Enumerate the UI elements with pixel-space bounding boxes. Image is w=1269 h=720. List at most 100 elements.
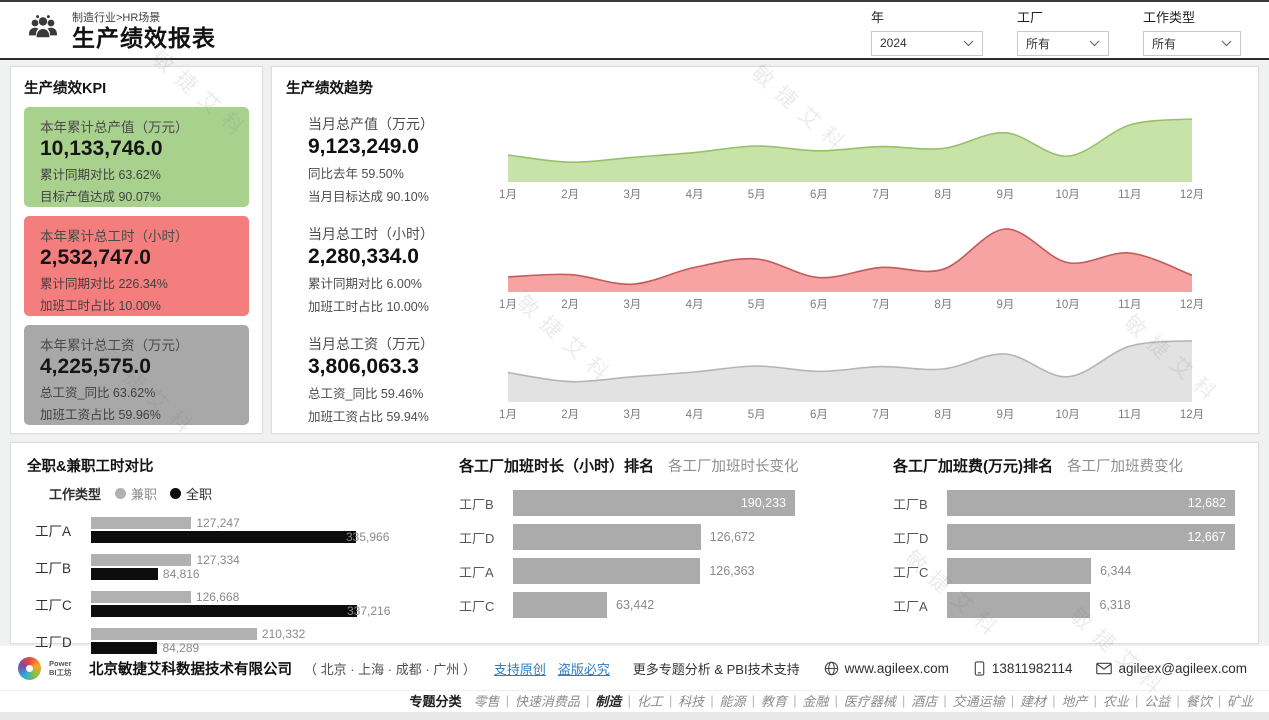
- nav-item-化工[interactable]: 化工: [636, 694, 663, 709]
- nav-item-餐饮[interactable]: 餐饮: [1185, 694, 1212, 709]
- month-label: 2月: [561, 409, 580, 421]
- bar-value-label: 190,233: [740, 496, 786, 510]
- bar-兼职[interactable]: [91, 590, 191, 603]
- nav-item-矿业[interactable]: 矿业: [1226, 694, 1253, 709]
- filter-1: 工厂 所有: [1017, 7, 1109, 56]
- nav-separator: |: [1010, 693, 1014, 708]
- bar-兼职[interactable]: [91, 516, 192, 529]
- nav-item-建材[interactable]: 建材: [1019, 694, 1046, 709]
- nav-item-科技[interactable]: 科技: [678, 694, 705, 709]
- month-label: 9月: [996, 189, 1015, 201]
- nav-item-金融[interactable]: 金融: [802, 694, 829, 709]
- rank-bar-row-工厂B: 工厂B 190,233: [459, 490, 879, 516]
- nav-item-能源[interactable]: 能源: [719, 694, 746, 709]
- bar-全职[interactable]: [91, 604, 357, 617]
- top-row: 生产绩效KPI 本年累计总产值（万元） 10,133,746.0 累计同期对比 63…: [10, 66, 1259, 434]
- nav-item-快速消费品[interactable]: 快速消费品: [514, 694, 580, 709]
- overtime-hours-title-row: 各工厂加班时长（小时）排名 各工厂加班时长变化: [459, 455, 879, 476]
- nav-item-酒店[interactable]: 酒店: [911, 694, 938, 709]
- overtime-hours-toggle-tab[interactable]: 各工厂加班时长变化: [668, 459, 799, 475]
- filter-label: 工作类型: [1143, 9, 1196, 25]
- support-text: 更多专题分析 & PBI技术支持: [632, 661, 800, 677]
- filter-value: 2024: [880, 36, 907, 50]
- trend-area-chart: 1月 2月 3月 4月 5月 6月 7月 8月 9月 10月 11月 12月: [499, 332, 1244, 428]
- nav-separator: |: [834, 693, 838, 708]
- bar-category-label: 工厂B: [35, 560, 72, 576]
- overtime-pay-toggle-tab[interactable]: 各工厂加班费变化: [1067, 459, 1183, 475]
- trend-stat-line2: 加班工时占比 10.00%: [308, 300, 429, 314]
- month-label: 11月: [1118, 409, 1142, 421]
- bar[interactable]: 12,667: [947, 524, 1235, 550]
- filter-label: 工厂: [1017, 9, 1044, 25]
- overtime-hours-title: 各工厂加班时长（小时）排名: [459, 458, 655, 475]
- bar[interactable]: 190,233: [513, 490, 795, 516]
- bar-value-label: 126,672: [709, 530, 755, 544]
- nav-item-公益[interactable]: 公益: [1144, 694, 1171, 709]
- trend-stat-line2: 加班工资占比 59.94%: [308, 410, 429, 424]
- filter-dropdown[interactable]: 所有: [1017, 30, 1109, 56]
- bar-value-label: 126,363: [709, 564, 755, 578]
- bar-row: 127,247: [91, 515, 451, 530]
- bar-value-label: 127,247: [196, 515, 240, 530]
- month-label: 8月: [934, 409, 953, 421]
- nav-item-零售[interactable]: 零售: [473, 694, 500, 709]
- area-chart-svg[interactable]: [508, 222, 1192, 292]
- rank-bar-row-工厂D: 工厂D 12,667: [893, 524, 1240, 550]
- website-contact[interactable]: www.agileex.com: [824, 661, 949, 676]
- month-label: 6月: [809, 299, 828, 311]
- bar-row: 210,332: [91, 627, 451, 641]
- nav-separator: |: [668, 693, 673, 708]
- original-support-link[interactable]: 支持原创: [493, 661, 546, 677]
- bar-全职[interactable]: [91, 530, 356, 543]
- month-label: 10月: [1055, 299, 1080, 311]
- trend-stat-label: 当月总工资（万元）: [308, 336, 434, 352]
- month-label: 11月: [1118, 189, 1142, 201]
- bar[interactable]: [947, 592, 1091, 618]
- bar-兼职[interactable]: [91, 627, 257, 640]
- bar-group-bars: 127,334 84,816: [91, 552, 451, 581]
- area-chart-svg[interactable]: [508, 112, 1192, 182]
- bottom-panel: 全职&兼职工时对比 工作类型 兼职 全职 工厂A 127,247 335,966 工厂B…: [10, 442, 1259, 655]
- month-label: 5月: [747, 409, 766, 421]
- window-top-edge: [0, 0, 1269, 2]
- nav-separator: |: [901, 693, 906, 708]
- trend-stats: 当月总工资（万元） 3,806,063.3 总工资_同比 59.46% 加班工资占比 …: [286, 332, 508, 428]
- nav-item-医疗器械[interactable]: 医疗器械: [843, 694, 896, 709]
- kpi-card-value: 4,225,575.0: [40, 355, 151, 378]
- filter-dropdown[interactable]: 2024: [871, 30, 983, 56]
- month-label: 5月: [747, 189, 766, 201]
- bar[interactable]: 12,682: [947, 490, 1235, 516]
- phone-contact[interactable]: 13811982114: [973, 661, 1072, 676]
- nav-item-教育[interactable]: 教育: [760, 694, 787, 709]
- filter-label: 年: [871, 9, 885, 25]
- nav-item-农业[interactable]: 农业: [1102, 694, 1129, 709]
- area-chart-svg[interactable]: [508, 332, 1192, 402]
- month-label: 11月: [1118, 299, 1142, 311]
- filter-2: 工作类型 所有: [1143, 7, 1241, 56]
- bar[interactable]: [513, 592, 608, 618]
- bar[interactable]: [513, 558, 701, 584]
- trend-panel: 生产绩效趋势 当月总产值（万元） 9,123,249.0 同比去年 59.50% 当月…: [271, 66, 1259, 434]
- month-label: 7月: [872, 189, 891, 201]
- nav-item-地产[interactable]: 地产: [1061, 694, 1088, 709]
- nav-item-交通运输[interactable]: 交通运输: [952, 694, 1005, 709]
- trend-stat-value: 3,806,063.3: [308, 355, 419, 378]
- filter-dropdown[interactable]: 所有: [1143, 30, 1241, 56]
- bar-row: 335,966: [91, 530, 451, 544]
- brand: 制造行业>HR场景 生产绩效报表: [26, 9, 216, 51]
- bar[interactable]: [947, 558, 1092, 584]
- overtime-pay-title-row: 各工厂加班费(万元)排名 各工厂加班费变化: [893, 455, 1240, 476]
- footer-left: Power BI工坊 北京敏捷艾科数据技术有限公司 （ 北京 · 上海 · 成都…: [18, 656, 610, 680]
- nav-separator: |: [710, 693, 714, 708]
- legend-item-兼职[interactable]: 兼职: [115, 484, 157, 503]
- legend-item-全职[interactable]: 全职: [170, 484, 212, 503]
- legend-items: 兼职 全职: [115, 484, 212, 503]
- bar[interactable]: [513, 524, 701, 550]
- email-contact[interactable]: agileex@agileex.com: [1096, 661, 1247, 676]
- bar-全职[interactable]: [91, 641, 158, 654]
- nav-item-制造[interactable]: 制造: [595, 694, 622, 709]
- bar-兼职[interactable]: [91, 553, 192, 566]
- month-label: 8月: [934, 189, 953, 201]
- bar-全职[interactable]: [91, 567, 158, 580]
- anti-piracy-link[interactable]: 盗版必究: [557, 661, 610, 677]
